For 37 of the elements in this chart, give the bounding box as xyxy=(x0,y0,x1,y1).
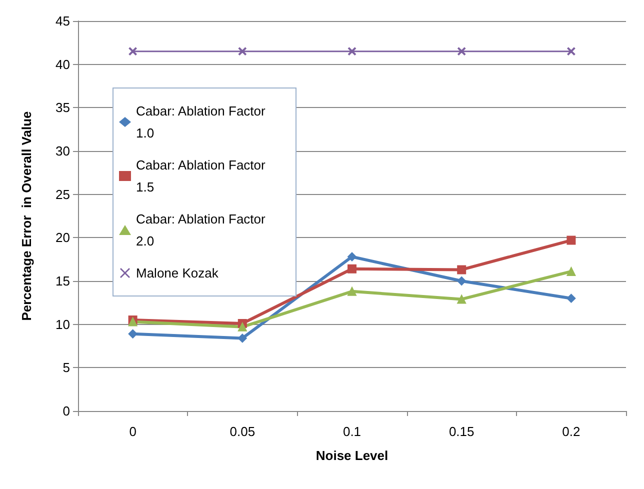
x-tick-label: 0 xyxy=(129,424,136,439)
y-tick-label: 0 xyxy=(62,404,70,418)
x-tick-label: 0.15 xyxy=(448,424,474,439)
point xyxy=(238,322,247,332)
x-axis-title: Noise Level xyxy=(316,448,388,463)
x-tick-label: 0.2 xyxy=(562,424,580,439)
point xyxy=(566,236,576,245)
point xyxy=(567,47,576,56)
point xyxy=(128,329,138,338)
y-tick-label: 30 xyxy=(56,144,70,158)
point xyxy=(457,276,466,286)
y-tick-label: 10 xyxy=(56,316,70,332)
point xyxy=(566,294,576,303)
y-tick-label: 5 xyxy=(62,360,70,376)
legend-label: Cabar: Ablation Factor 1.0 xyxy=(136,104,269,140)
point xyxy=(348,264,356,274)
legend-label: Cabar: Ablation Factor 1.5 xyxy=(136,158,269,194)
legend-label: Malone Kozak xyxy=(136,266,219,280)
point xyxy=(457,294,466,304)
point xyxy=(128,47,137,56)
legend-label: Cabar: Ablation Factor 2.0 xyxy=(136,212,269,248)
point xyxy=(238,47,246,56)
y-tick-label: 35 xyxy=(56,100,70,116)
point xyxy=(566,266,576,276)
x-tick-label: 0.1 xyxy=(342,424,362,439)
y-tick-label: 45 xyxy=(56,14,70,28)
y-axis-title: Percentage Error in Overall Value xyxy=(19,111,34,321)
y-tick-label: 15 xyxy=(56,274,70,288)
y-tick-label: 40 xyxy=(56,56,70,72)
y-tick-label: 25 xyxy=(56,186,70,202)
point xyxy=(457,265,466,274)
point xyxy=(458,47,466,56)
point xyxy=(348,286,356,296)
y-tick-label: 20 xyxy=(56,230,70,246)
point xyxy=(348,47,356,56)
point xyxy=(348,252,356,262)
x-tick-label: 0.05 xyxy=(230,424,256,439)
